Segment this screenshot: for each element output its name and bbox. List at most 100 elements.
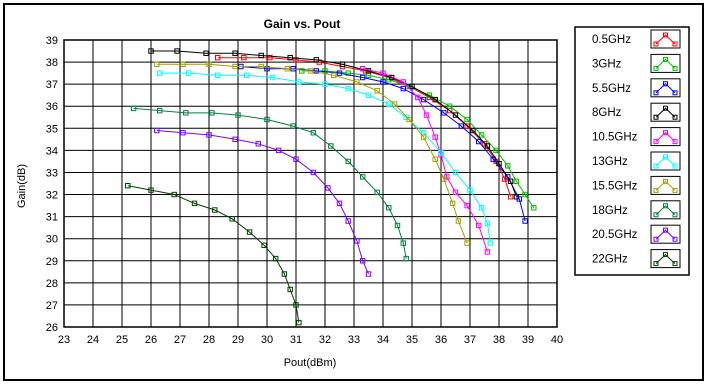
- legend-swatch-marker: [653, 114, 659, 120]
- data-point: [490, 156, 496, 162]
- data-point: [365, 271, 372, 277]
- data-point: [281, 271, 288, 277]
- data-point: [447, 103, 453, 109]
- y-tick-label: 32: [46, 190, 58, 202]
- legend-swatch-marker: [672, 90, 678, 96]
- legend-swatch-marker: [653, 163, 659, 169]
- data-point: [507, 194, 514, 200]
- legend-swatch-marker: [653, 236, 659, 242]
- legend-label: 13GHz: [592, 156, 628, 168]
- data-point: [441, 176, 447, 182]
- data-point: [325, 185, 331, 191]
- data-point: [296, 319, 302, 326]
- legend-swatch-marker: [672, 139, 678, 145]
- series-line: [362, 68, 488, 253]
- x-tick-label: 36: [435, 334, 447, 346]
- data-point: [505, 174, 511, 180]
- data-point: [273, 255, 279, 262]
- series-line: [151, 50, 517, 197]
- data-point: [180, 61, 186, 67]
- legend-swatch-marker: [672, 163, 678, 169]
- legend-swatch-marker: [663, 105, 668, 111]
- y-tick-label: 33: [46, 167, 58, 179]
- legend-swatch-line: [655, 58, 676, 69]
- legend-swatch-marker: [663, 203, 668, 209]
- data-point: [125, 183, 131, 189]
- y-tick-label: 27: [46, 300, 58, 312]
- legend-swatch-line: [655, 131, 676, 142]
- data-point: [183, 110, 189, 116]
- data-point: [267, 54, 273, 61]
- legend-swatch-line: [655, 229, 676, 240]
- series-line: [240, 66, 526, 222]
- data-point: [157, 70, 163, 76]
- data-point: [476, 138, 482, 145]
- data-point: [452, 112, 459, 118]
- data-point: [331, 72, 337, 79]
- data-point: [432, 96, 438, 103]
- x-tick-label: 29: [232, 334, 244, 346]
- x-tick-label: 37: [464, 334, 476, 346]
- series-3GHz: [299, 68, 537, 211]
- legend-swatch-marker: [653, 139, 659, 145]
- data-point: [287, 286, 293, 293]
- data-point: [336, 70, 343, 76]
- legend-swatch-marker: [653, 41, 659, 47]
- data-point: [354, 79, 360, 85]
- series-22GHz: [125, 183, 302, 326]
- data-point: [255, 141, 262, 147]
- y-tick-label: 36: [46, 101, 58, 113]
- legend-swatch-marker: [663, 56, 668, 62]
- x-tick-label: 28: [203, 334, 215, 346]
- data-point: [307, 68, 314, 74]
- legend-swatch-marker: [672, 212, 678, 218]
- data-point: [336, 200, 343, 207]
- legend-swatch-marker: [663, 154, 668, 160]
- x-tick-label: 27: [174, 334, 186, 346]
- data-point: [464, 123, 470, 129]
- data-point: [206, 61, 212, 67]
- legend-swatch-line: [655, 205, 676, 216]
- data-point: [380, 79, 386, 85]
- series-line: [156, 130, 369, 275]
- data-point: [432, 156, 438, 162]
- data-point: [400, 240, 407, 246]
- data-point: [186, 70, 192, 76]
- series-0.5GHz: [215, 54, 514, 200]
- legend-swatch-marker: [653, 90, 659, 96]
- data-point: [313, 68, 320, 74]
- series-line: [217, 57, 512, 197]
- data-point: [365, 92, 372, 98]
- data-point: [206, 132, 212, 138]
- legend-swatch-marker: [653, 187, 659, 193]
- data-point: [244, 72, 250, 79]
- legend-swatch-marker: [663, 130, 668, 136]
- data-point: [496, 160, 502, 167]
- data-point: [287, 54, 293, 61]
- data-point: [400, 85, 407, 92]
- data-point: [293, 156, 299, 162]
- legend: 0.5GHz 3GHz 5.5GHz 8GHz 10.5GHz 13GHz 15.5GHz 1…: [574, 26, 690, 276]
- legend-label: 3GHz: [592, 58, 622, 70]
- legend-swatch-marker: [653, 65, 659, 71]
- legend-swatch-line: [655, 253, 676, 264]
- series-line: [301, 70, 535, 209]
- x-tick-label: 35: [406, 334, 418, 346]
- data-point: [464, 240, 470, 246]
- data-point: [203, 50, 209, 56]
- series-8GHz: [148, 48, 520, 200]
- data-point: [487, 240, 494, 246]
- x-tick-label: 32: [319, 334, 331, 346]
- data-point: [258, 52, 264, 59]
- legend-swatch-line: [655, 180, 676, 191]
- legend-swatch-marker: [672, 65, 678, 71]
- legend-swatch-line: [655, 34, 676, 45]
- data-point: [360, 74, 366, 81]
- series-20.5GHz: [154, 127, 372, 277]
- data-point: [467, 187, 473, 193]
- series-line: [156, 63, 468, 244]
- data-point: [360, 66, 366, 72]
- data-point: [505, 163, 511, 169]
- data-point: [130, 105, 137, 112]
- data-point: [522, 218, 528, 224]
